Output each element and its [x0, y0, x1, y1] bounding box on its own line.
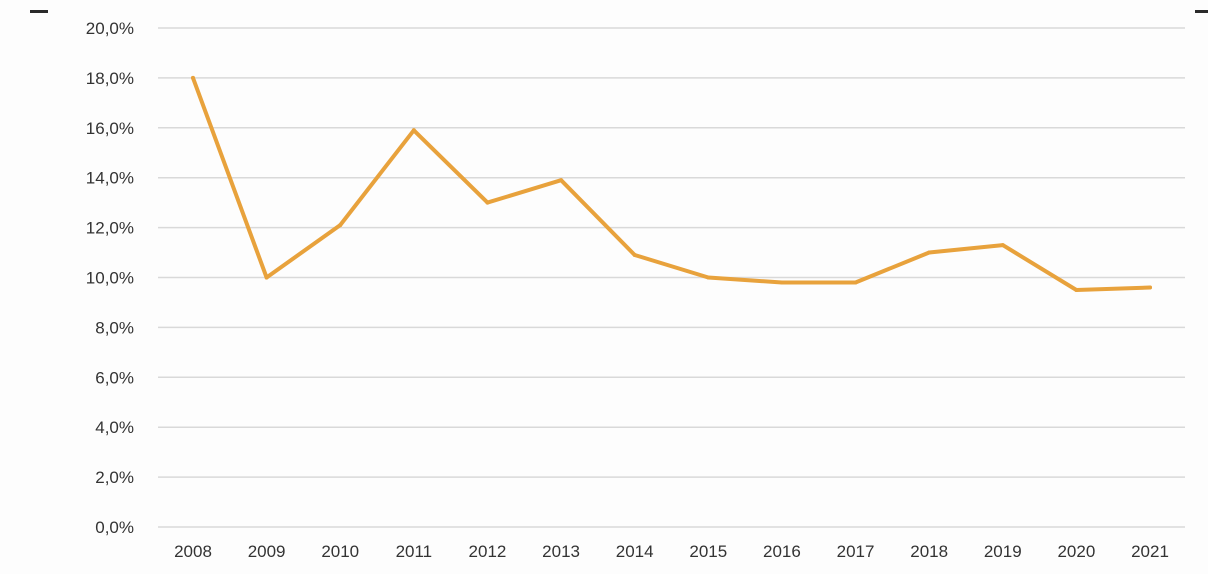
- data-point: [779, 280, 784, 285]
- data-point: [853, 280, 858, 285]
- x-tick-label: 2014: [616, 542, 654, 561]
- data-point: [632, 253, 637, 258]
- x-axis-tick-labels: 2008 2009 2010 2011 2012 2013 2014 2015 2016 2017…: [174, 542, 1169, 561]
- y-tick-label: 18,0%: [86, 69, 134, 88]
- y-tick-label: 14,0%: [86, 169, 134, 188]
- data-point: [1000, 243, 1005, 248]
- data-point: [1074, 287, 1079, 292]
- y-tick-label: 10,0%: [86, 269, 134, 288]
- y-axis-tick-labels: 0,0% 2,0% 4,0% 6,0% 8,0% 10,0% 12,0% 14,0% 16,0%…: [86, 19, 134, 537]
- x-tick-label: 2016: [763, 542, 801, 561]
- corner-mark-right: [1195, 10, 1208, 13]
- x-tick-label: 2011: [396, 542, 433, 561]
- x-tick-label: 2019: [984, 542, 1022, 561]
- x-tick-label: 2013: [542, 542, 580, 561]
- x-tick-label: 2018: [910, 542, 948, 561]
- data-point: [706, 275, 711, 280]
- data-point: [559, 178, 564, 183]
- data-point: [338, 223, 343, 228]
- data-point: [485, 200, 490, 205]
- series-lines: [191, 75, 1152, 292]
- grid-lines: [158, 27, 1185, 528]
- y-tick-label: 8,0%: [95, 318, 134, 337]
- corner-mark-left: [30, 10, 48, 13]
- series-line: [191, 75, 1152, 292]
- y-tick-label: 12,0%: [86, 219, 134, 238]
- data-point: [1148, 285, 1152, 290]
- data-point: [264, 275, 269, 280]
- x-tick-label: 2020: [1057, 542, 1095, 561]
- data-point: [411, 128, 416, 133]
- y-tick-label: 0,0%: [95, 518, 134, 537]
- x-tick-label: 2009: [248, 542, 286, 561]
- data-point: [191, 75, 195, 80]
- x-tick-label: 2008: [174, 542, 212, 561]
- y-tick-label: 4,0%: [95, 418, 134, 437]
- x-tick-label: 2021: [1131, 542, 1169, 561]
- y-tick-label: 6,0%: [95, 368, 134, 387]
- x-tick-label: 2017: [837, 542, 875, 561]
- y-tick-label: 20,0%: [86, 19, 134, 38]
- x-tick-label: 2010: [321, 542, 359, 561]
- y-tick-label: 16,0%: [86, 119, 134, 138]
- x-tick-label: 2012: [469, 542, 507, 561]
- x-tick-label: 2015: [689, 542, 727, 561]
- data-point: [927, 250, 932, 255]
- y-tick-label: 2,0%: [95, 468, 134, 487]
